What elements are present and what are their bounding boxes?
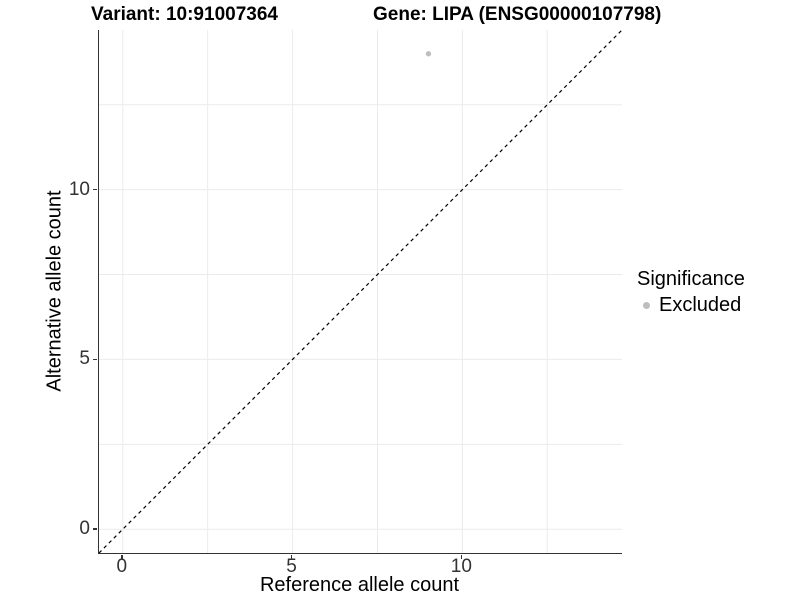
variant-title: Variant: 10:91007364: [91, 4, 278, 25]
legend-title: Significance: [637, 268, 745, 290]
legend-key-dot-icon: [643, 302, 650, 309]
x-tick-mark: [121, 555, 123, 559]
y-tick-label: 5: [79, 348, 90, 370]
gene-title: Gene: LIPA (ENSG00000107798): [373, 4, 662, 25]
legend-entry: Excluded: [637, 294, 797, 317]
y-axis-title: Alternative allele count: [43, 190, 66, 392]
data-point: [425, 51, 432, 57]
legend-entry-label: Excluded: [659, 294, 742, 316]
plot-panel: [98, 30, 622, 554]
y-tick-label: 0: [79, 518, 90, 540]
x-axis-title: Reference allele count: [259, 574, 459, 596]
x-tick-mark: [290, 555, 293, 559]
y-tick-mark: [93, 528, 97, 530]
legend-entries: Excluded: [637, 294, 797, 317]
legend: Significance Excluded: [637, 268, 797, 317]
x-tick-mark: [460, 555, 463, 559]
y-tick-label: 10: [68, 178, 90, 200]
x-tick-label: 0: [116, 556, 128, 577]
x-tick-label: 10: [450, 556, 472, 577]
x-tick-label: 5: [286, 556, 297, 577]
plot-area-svg: [99, 30, 622, 553]
y-tick-mark: [93, 358, 97, 361]
identity-reference-line: [99, 30, 622, 553]
y-tick-mark: [93, 188, 97, 191]
